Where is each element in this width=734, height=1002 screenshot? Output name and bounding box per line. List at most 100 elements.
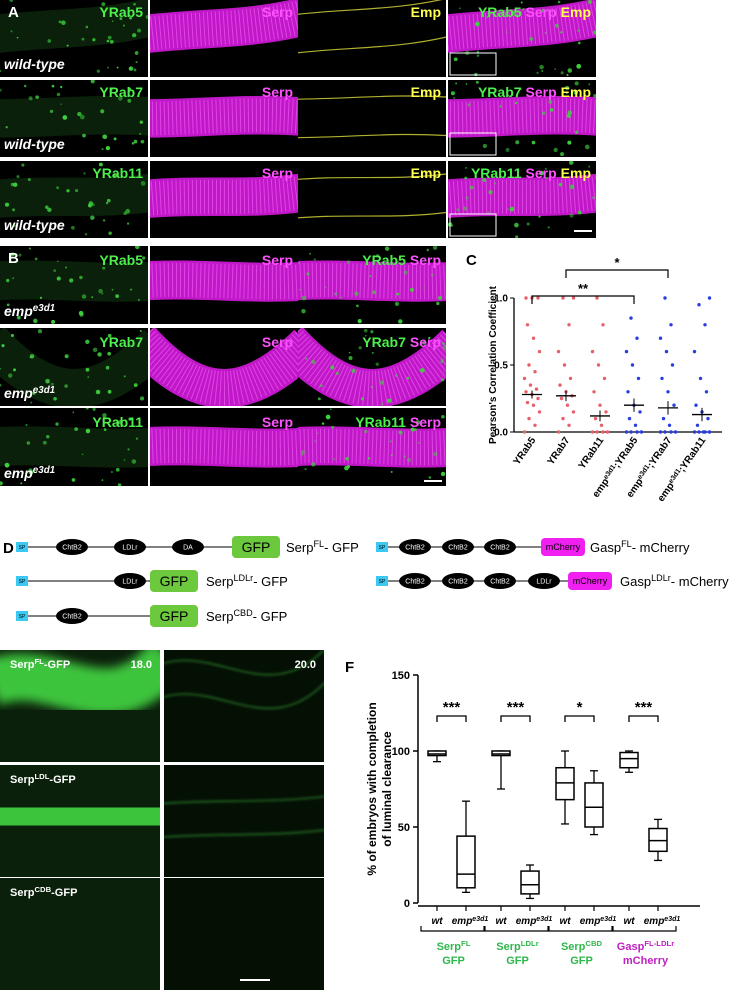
vesicle	[465, 166, 467, 169]
point	[562, 363, 567, 367]
vesicle	[32, 391, 36, 395]
vesicle	[1, 344, 5, 348]
point	[701, 430, 706, 434]
vesicle	[324, 286, 327, 289]
vesicle	[107, 66, 109, 69]
vesicle	[311, 462, 316, 467]
vesicle	[569, 184, 575, 190]
vesicle	[453, 57, 458, 62]
point	[556, 349, 561, 354]
point	[698, 376, 703, 381]
channel-name: Serp	[410, 414, 441, 430]
point	[595, 296, 599, 300]
channel-name: Serp	[526, 165, 557, 181]
image	[150, 246, 298, 324]
vesicle	[10, 30, 13, 33]
point	[565, 403, 570, 407]
channel-label: YRab11	[92, 165, 143, 181]
point	[624, 349, 629, 354]
domain-label: SP	[19, 545, 26, 551]
point	[636, 376, 641, 381]
vesicle	[514, 101, 518, 105]
group-bracket	[612, 926, 677, 932]
vesicle	[29, 354, 35, 359]
image-background	[164, 765, 324, 877]
vesicle	[331, 425, 335, 429]
channel-name: Emp	[561, 4, 591, 20]
vesicle	[101, 292, 104, 295]
image	[298, 246, 446, 324]
vesicle	[593, 93, 596, 98]
vesicle	[309, 252, 311, 255]
tag	[150, 570, 198, 592]
vesicle	[83, 172, 86, 175]
vesicle	[8, 373, 13, 378]
point	[561, 296, 565, 300]
vesicle	[27, 178, 31, 182]
vesicle	[13, 224, 16, 227]
vesicle	[28, 96, 33, 101]
box	[491, 750, 511, 757]
vesicle	[560, 152, 564, 157]
vesicle	[98, 162, 103, 167]
vesicle	[554, 23, 559, 28]
vesicle	[509, 206, 515, 212]
point	[706, 416, 710, 421]
signal-peptide	[376, 542, 388, 552]
vesicle	[476, 54, 480, 57]
vesicle	[545, 176, 548, 180]
vesicle	[140, 180, 146, 186]
vesicle	[557, 0, 561, 4]
y-tick-label: 0	[404, 898, 410, 910]
vesicle	[91, 296, 94, 298]
significance-bracket	[565, 269, 669, 278]
text-part: Serp	[10, 887, 35, 899]
vesicle	[12, 277, 15, 280]
superscript: LDLr	[651, 573, 671, 583]
superscript: e3d1	[536, 916, 552, 923]
vesicle	[356, 304, 359, 308]
vesicle	[298, 261, 301, 264]
point	[669, 323, 673, 327]
vesicle	[390, 470, 393, 473]
vesicle	[139, 396, 145, 401]
channel-label: YRab5	[99, 252, 143, 268]
point	[697, 430, 701, 434]
vesicle	[106, 39, 110, 43]
vesicle	[85, 408, 89, 410]
point	[571, 410, 576, 414]
vesicle	[84, 232, 88, 236]
vesicle	[566, 113, 571, 119]
domain	[56, 608, 88, 624]
y-tick-label: 0.5	[494, 361, 508, 372]
point	[568, 376, 573, 381]
point	[602, 376, 607, 381]
channel-label: YRab5 Serp Emp	[478, 4, 591, 20]
tube-texture	[448, 176, 596, 216]
tag	[232, 536, 280, 558]
vesicle	[403, 270, 408, 275]
text-part: - GFP	[324, 540, 359, 555]
vesicle	[542, 111, 546, 115]
text-part: Serp	[10, 774, 35, 786]
vesicle	[436, 301, 440, 306]
y-tick-label: 1.0	[494, 294, 508, 305]
vesicle	[62, 115, 68, 120]
vesicle	[127, 98, 132, 103]
tube-texture	[298, 428, 446, 466]
vesicle	[544, 32, 547, 34]
image	[150, 0, 298, 77]
vesicle	[137, 298, 140, 301]
vesicle	[123, 459, 126, 461]
inset-frame	[449, 52, 497, 76]
text-part: Gasp	[620, 574, 651, 589]
vesicle	[325, 414, 331, 420]
vesicle	[381, 403, 384, 406]
superscript: FL	[621, 539, 632, 549]
point	[567, 323, 571, 327]
genotype-label: empe3d1	[4, 303, 55, 320]
image	[150, 161, 298, 238]
vesicle	[35, 95, 39, 99]
text-part: - GFP	[253, 609, 288, 624]
